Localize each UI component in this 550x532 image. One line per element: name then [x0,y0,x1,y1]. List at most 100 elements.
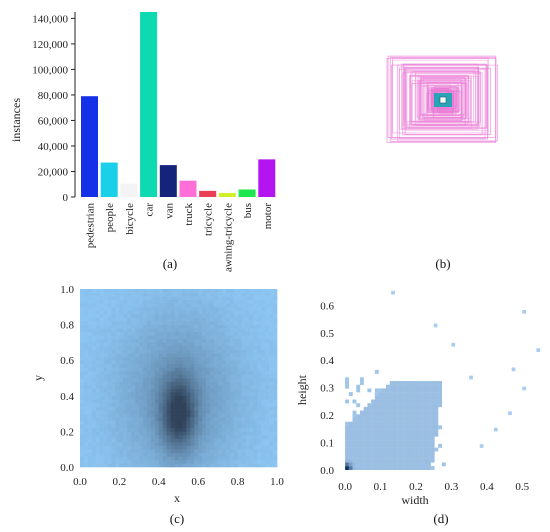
heatmap-cell [83,296,89,300]
heatmap-cell [107,399,112,404]
heatmap-cell [162,353,167,357]
heatmap-cell [423,421,428,426]
heatmap-cell [415,440,420,445]
heatmap-cell [202,349,207,354]
heatmap-cell [158,406,164,411]
heatmap-cell [186,424,191,429]
heatmap-cell [206,374,211,379]
heatmap-cell [367,414,372,419]
heatmap-cell [178,292,183,297]
heatmap-cell [80,378,85,382]
heatmap-cell [162,456,167,461]
heatmap-cell [389,406,394,411]
heatmap-cell [217,434,223,439]
heatmap-cell [412,399,416,404]
heatmap-cell [123,310,128,315]
heatmap-cell [135,442,140,446]
heatmap-cell [111,374,116,379]
heatmap-cell [221,299,227,304]
heatmap-cell [154,399,160,404]
heatmap-cell [99,296,104,300]
heatmap-cell [257,356,262,361]
heatmap-cell [217,296,223,300]
x-tick-label: 0.1 [374,481,388,493]
heatmap-cell [178,410,183,414]
heatmap-cell [221,459,227,464]
heatmap-cell [143,328,148,333]
heatmap-cell [269,442,274,446]
heatmap-cell [91,289,97,293]
heatmap-cell [206,410,211,414]
heatmap-cell [91,388,97,393]
heatmap-cell [123,445,128,450]
bar-bicycle [120,183,138,197]
heatmap-cell [225,289,231,293]
heatmap-cell [174,445,179,450]
heatmap-cell [221,310,227,315]
heatmap-cell [198,399,203,404]
heatmap-cell [359,466,364,470]
heatmap-cell [111,431,116,436]
heatmap-cell [210,335,215,340]
heatmap-cell [269,292,274,297]
heatmap-cell [123,456,128,461]
heatmap-cell [426,454,431,459]
heatmap-cell [139,417,144,422]
heatmap-cell [115,410,120,414]
heatmap-cell [408,418,413,422]
heatmap-cell [253,374,258,379]
heatmap-cell [154,381,160,386]
heatmap-cell [217,456,223,461]
heatmap-cell [95,456,100,461]
x-tick-label: 0.8 [231,476,245,488]
heatmap-cell [123,424,128,429]
heatmap-cell [190,360,195,365]
heatmap-cell [123,338,128,343]
heatmap-cell [261,410,266,414]
heatmap-cell [257,345,262,350]
heatmap-cell [221,434,227,439]
heatmap-cell [374,410,379,415]
heatmap-cell [352,414,357,419]
heatmap-cell [415,429,420,434]
heatmap-cell [182,289,187,293]
heatmap-cell [139,313,144,318]
heatmap-cell [91,331,97,336]
heatmap-cell [107,374,112,379]
heatmap-cell [241,317,246,322]
heatmap-cell [80,363,85,368]
heatmap-cell [178,353,183,357]
heatmap-cell [253,431,258,436]
heatmap-cell [87,399,93,404]
heatmap-cell [269,431,274,436]
heatmap-cell [115,367,120,372]
heatmap-cell [103,353,108,357]
heatmap-cell [393,451,398,456]
heatmap-cell [154,296,160,300]
heatmap-cell [273,303,278,308]
heatmap-cell [83,338,89,343]
heatmap-cell [408,436,413,441]
heatmap-cell [87,413,93,418]
heatmap-cell [135,399,140,404]
heatmap-cell [80,417,85,422]
heatmap-cell [111,345,116,350]
heatmap-cell [419,466,424,470]
heatmap-cell [170,434,175,439]
heatmap-cell [87,438,93,443]
heatmap-cell [150,356,156,361]
heatmap-cell [249,370,254,375]
heatmap-cell [115,395,120,400]
heatmap-cell [186,442,191,446]
y-tick-label: 0.3 [320,383,334,395]
heatmap-cell [150,406,156,411]
heatmap-cell [253,353,258,357]
heatmap-cell [265,363,270,368]
heatmap-cell [95,303,100,308]
heatmap-cell [190,445,195,450]
heatmap-cell [131,313,136,318]
heatmap-cell [221,292,227,297]
heatmap-cell [146,463,152,468]
heatmap-cell [389,414,394,419]
heatmap-cell [127,449,132,454]
